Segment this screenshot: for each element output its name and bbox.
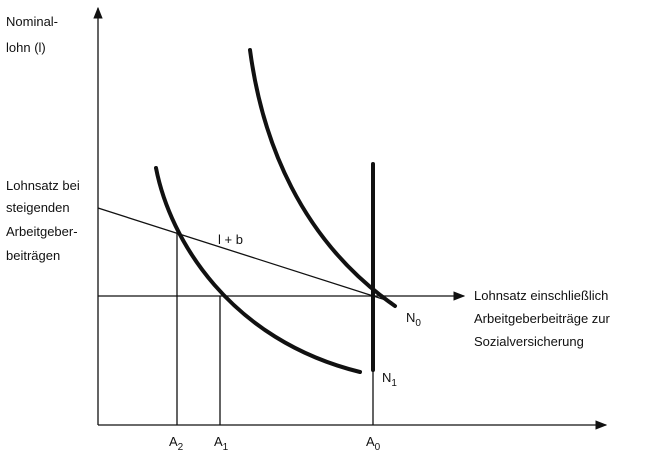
y-axis-label: Nominal- <box>6 14 58 29</box>
rising-rate-label: Arbeitgeber- <box>6 224 78 239</box>
curve-label: N0 <box>406 310 421 329</box>
curve-label: N1 <box>382 370 397 389</box>
line-label: l + b <box>218 232 243 247</box>
rising-rate-label: steigenden <box>6 200 70 215</box>
x-label: A2 <box>169 434 184 453</box>
curve-n1 <box>154 166 362 374</box>
l-plus-b-line <box>97 207 393 303</box>
rate-label: Lohnsatz einschließlich <box>474 288 608 303</box>
y-axis-label: lohn (l) <box>6 40 46 55</box>
rate-label: Arbeitgeberbeiträge zur <box>474 311 611 326</box>
curve-n0 <box>248 48 397 308</box>
rising-rate-label: Lohnsatz bei <box>6 178 80 193</box>
rising-rate-label: beiträgen <box>6 248 60 263</box>
x-label: A0 <box>366 434 381 453</box>
x-label: A1 <box>214 434 229 453</box>
rate-label: Sozialversicherung <box>474 334 584 349</box>
